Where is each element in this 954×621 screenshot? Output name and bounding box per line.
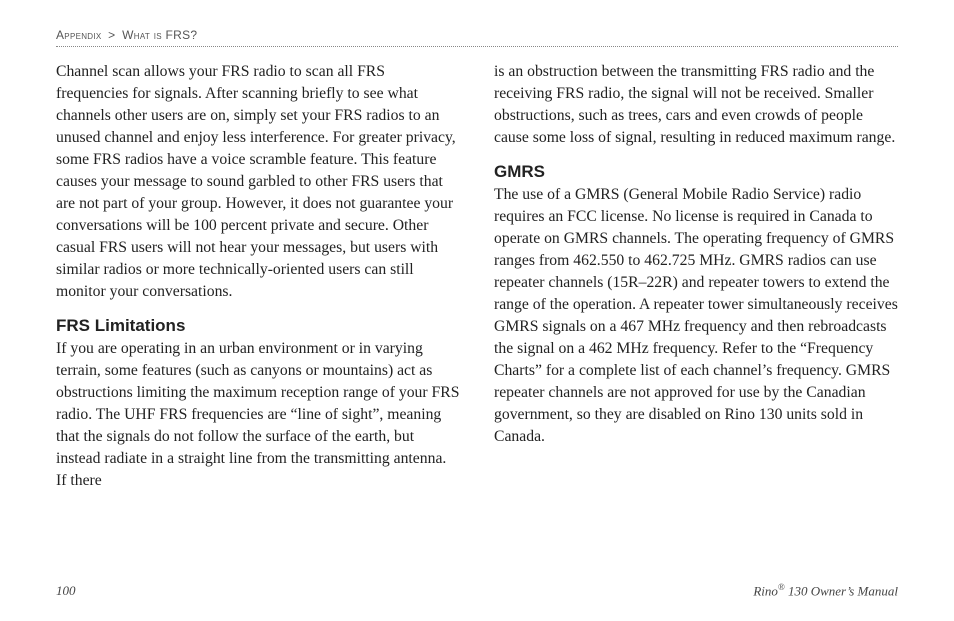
breadcrumb: Appendix > What is FRS?: [56, 28, 898, 42]
manual-title: Rino® 130 Owner’s Manual: [753, 582, 898, 599]
body-paragraph: If you are operating in an urban environ…: [56, 338, 460, 492]
section-heading-gmrs: GMRS: [494, 162, 898, 182]
page-footer: 100 Rino® 130 Owner’s Manual: [56, 582, 898, 599]
left-column: Channel scan allows your FRS radio to sc…: [56, 61, 460, 505]
breadcrumb-subsection: What is FRS?: [122, 28, 197, 42]
page-number: 100: [56, 583, 76, 599]
body-paragraph: Channel scan allows your FRS radio to sc…: [56, 61, 460, 303]
breadcrumb-separator: >: [108, 28, 115, 42]
body-paragraph: The use of a GMRS (General Mobile Radio …: [494, 184, 898, 448]
model-text: 130 Owner’s Manual: [785, 583, 898, 598]
product-name: Rino: [753, 583, 778, 598]
content-columns: Channel scan allows your FRS radio to sc…: [56, 61, 898, 505]
right-column: is an obstruction between the transmitti…: [494, 61, 898, 505]
header-divider: [56, 46, 898, 47]
registered-mark: ®: [778, 582, 785, 592]
body-paragraph: is an obstruction between the transmitti…: [494, 61, 898, 149]
section-heading-frs-limitations: FRS Limitations: [56, 316, 460, 336]
breadcrumb-section: Appendix: [56, 28, 102, 42]
